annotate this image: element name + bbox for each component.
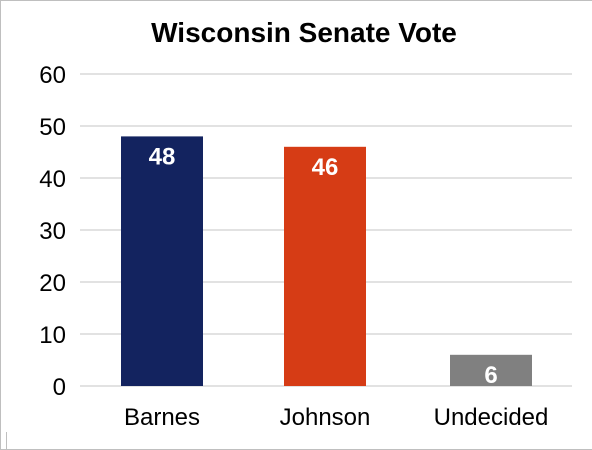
y-tick-label: 50 — [39, 114, 66, 141]
bars — [121, 136, 532, 386]
y-tick-label: 0 — [53, 374, 66, 401]
data-label-johnson: 46 — [312, 154, 339, 181]
x-axis-tick-labels: Barnes Johnson Undecided — [124, 404, 548, 431]
y-tick-label: 60 — [39, 62, 66, 89]
chart-title: Wisconsin Senate Vote — [151, 17, 457, 48]
y-tick-label: 20 — [39, 270, 66, 297]
frame-edge-mark — [6, 432, 7, 450]
x-tick-label-barnes: Barnes — [124, 404, 200, 431]
y-axis-tick-labels: 0 10 20 30 40 50 60 — [39, 62, 66, 401]
y-tick-label: 30 — [39, 218, 66, 245]
data-label-barnes: 48 — [149, 143, 176, 170]
data-labels: 48 46 6 — [149, 143, 498, 388]
data-label-undecided: 6 — [484, 362, 497, 389]
y-tick-label: 40 — [39, 166, 66, 193]
x-tick-label-johnson: Johnson — [280, 404, 371, 431]
y-tick-label: 10 — [39, 322, 66, 349]
bar-barnes — [121, 136, 203, 386]
bar-undecided — [450, 354, 532, 386]
bar-johnson — [284, 146, 366, 386]
x-tick-label-undecided: Undecided — [434, 404, 549, 431]
